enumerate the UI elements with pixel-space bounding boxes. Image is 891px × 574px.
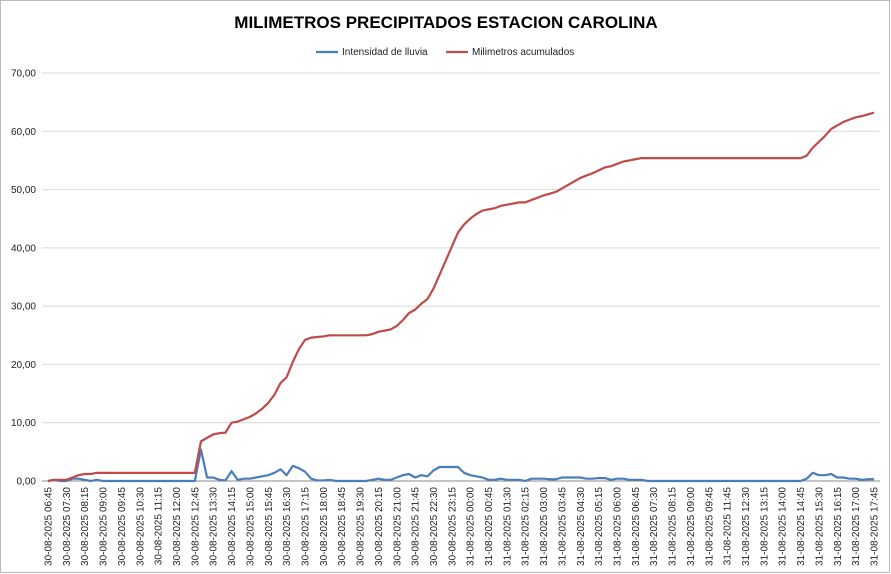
x-tick-label: 31-08-2025 17:00 <box>851 487 862 566</box>
x-tick-label: 31-08-2025 04:30 <box>576 487 587 566</box>
x-tick-label: 30-08-2025 13:30 <box>209 487 220 566</box>
y-tick-label: 0,00 <box>17 477 37 488</box>
series-line <box>47 448 874 483</box>
x-tick-label: 30-08-2025 06:45 <box>44 487 55 566</box>
chart-title: MILIMETROS PRECIPITADOS ESTACION CAROLIN… <box>234 13 657 32</box>
x-tick-label: 30-08-2025 12:45 <box>190 487 201 566</box>
x-tick-label: 30-08-2025 20:15 <box>374 487 385 566</box>
x-tick-label: 30-08-2025 07:30 <box>62 487 73 566</box>
y-tick-label: 70,00 <box>11 69 36 80</box>
legend-label: Intensidad de lluvia <box>342 47 428 58</box>
x-tick-label: 30-08-2025 11:15 <box>154 487 165 566</box>
x-tick-label: 30-08-2025 09:00 <box>99 487 110 566</box>
x-tick-label: 30-08-2025 17:15 <box>300 487 311 566</box>
x-tick-label: 31-08-2025 00:45 <box>484 487 495 566</box>
x-tick-label: 31-08-2025 17:45 <box>870 487 881 566</box>
x-tick-label: 30-08-2025 18:00 <box>319 487 330 566</box>
series-line <box>47 111 875 483</box>
x-tick-label: 31-08-2025 11:45 <box>723 487 734 566</box>
x-tick-label: 31-08-2025 03:45 <box>557 487 568 566</box>
x-tick-label: 31-08-2025 06:00 <box>613 487 624 566</box>
x-tick-label: 31-08-2025 15:30 <box>814 487 825 566</box>
x-tick-label: 31-08-2025 03:00 <box>539 487 550 566</box>
x-tick-label: 31-08-2025 06:45 <box>631 487 642 566</box>
x-tick-label: 30-08-2025 10:30 <box>135 487 146 566</box>
x-tick-label: 30-08-2025 12:00 <box>172 487 183 566</box>
x-tick-label: 31-08-2025 13:15 <box>759 487 770 566</box>
x-tick-label: 30-08-2025 22:30 <box>429 487 440 566</box>
y-tick-label: 20,00 <box>11 360 36 371</box>
x-tick-label: 30-08-2025 19:30 <box>356 487 367 566</box>
x-tick-label: 31-08-2025 07:30 <box>649 487 660 566</box>
x-tick-label: 31-08-2025 02:15 <box>521 487 532 566</box>
x-tick-label: 30-08-2025 21:45 <box>411 487 422 566</box>
x-tick-label: 30-08-2025 15:45 <box>264 487 275 566</box>
x-tick-label: 30-08-2025 21:00 <box>392 487 403 566</box>
y-tick-label: 50,00 <box>11 185 36 196</box>
x-tick-label: 31-08-2025 01:30 <box>502 487 513 566</box>
y-tick-label: 10,00 <box>11 418 36 429</box>
x-tick-label: 30-08-2025 23:15 <box>447 487 458 566</box>
x-tick-label: 30-08-2025 16:30 <box>282 487 293 566</box>
x-tick-label: 31-08-2025 14:45 <box>796 487 807 566</box>
x-tick-label: 31-08-2025 09:45 <box>704 487 715 566</box>
x-tick-label: 30-08-2025 18:45 <box>337 487 348 566</box>
x-tick-label: 31-08-2025 05:15 <box>594 487 605 566</box>
x-tick-label: 30-08-2025 14:15 <box>227 487 238 566</box>
x-tick-label: 31-08-2025 09:00 <box>686 487 697 566</box>
x-tick-label: 31-08-2025 16:15 <box>833 487 844 566</box>
x-tick-label: 30-08-2025 09:45 <box>117 487 128 566</box>
x-tick-label: 30-08-2025 08:15 <box>80 487 91 566</box>
x-tick-label: 31-08-2025 14:00 <box>778 487 789 566</box>
x-tick-label: 31-08-2025 08:15 <box>668 487 679 566</box>
x-tick-label: 31-08-2025 12:30 <box>741 487 752 566</box>
y-tick-label: 40,00 <box>11 243 36 254</box>
x-tick-label: 30-08-2025 15:00 <box>245 487 256 566</box>
y-tick-label: 30,00 <box>11 302 36 313</box>
legend-label: Milimetros acumulados <box>472 47 574 58</box>
x-tick-label: 31-08-2025 00:00 <box>466 487 477 566</box>
y-tick-label: 60,00 <box>11 127 36 138</box>
